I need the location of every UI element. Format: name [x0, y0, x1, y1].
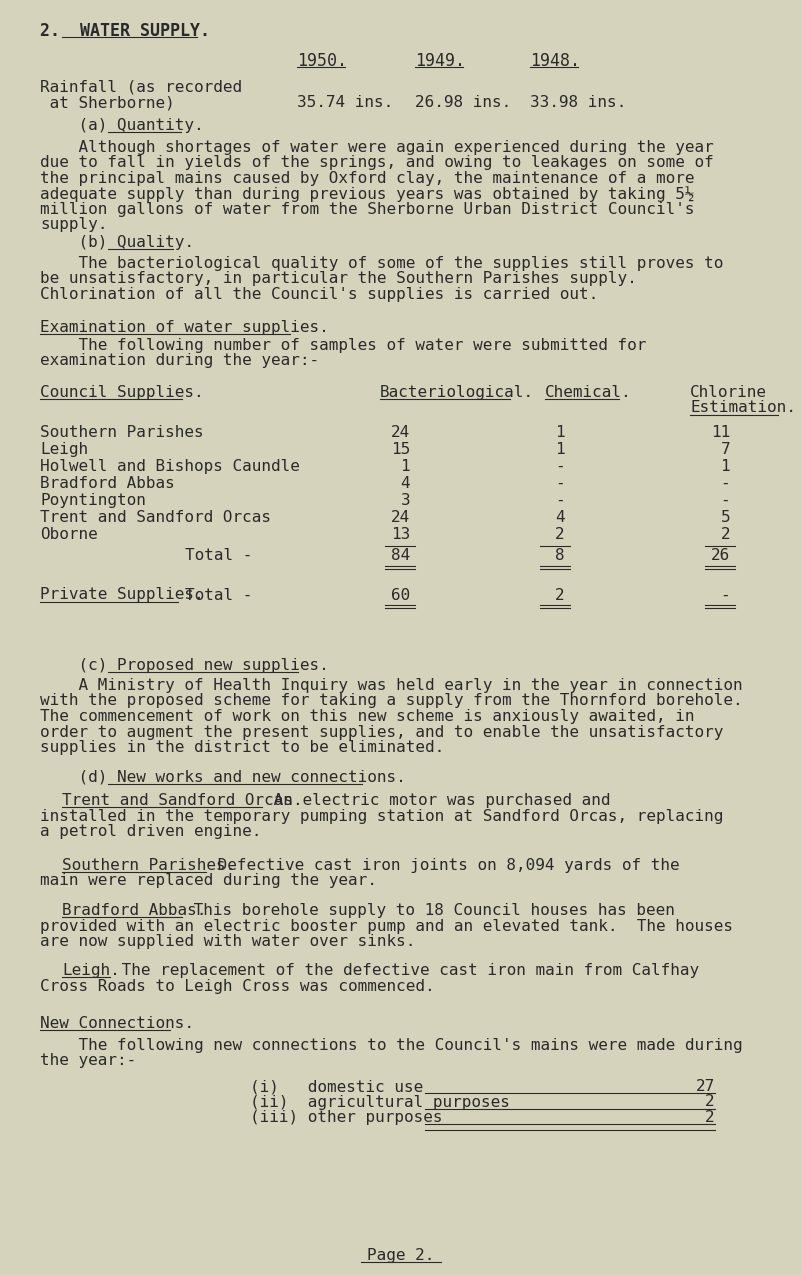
- Text: 2: 2: [720, 527, 730, 542]
- Text: 26.98 ins.: 26.98 ins.: [415, 96, 511, 110]
- Text: Council Supplies.: Council Supplies.: [40, 385, 203, 400]
- Text: 24: 24: [391, 510, 410, 525]
- Text: Chlorination of all the Council's supplies is carried out.: Chlorination of all the Council's suppli…: [40, 287, 598, 302]
- Text: examination during the year:-: examination during the year:-: [40, 353, 319, 368]
- Text: 3: 3: [400, 493, 410, 507]
- Text: 1: 1: [555, 425, 565, 440]
- Text: are now supplied with water over sinks.: are now supplied with water over sinks.: [40, 935, 416, 949]
- Text: Bacteriological.: Bacteriological.: [380, 385, 534, 400]
- Text: main were replaced during the year.: main were replaced during the year.: [40, 873, 377, 889]
- Text: Page 2.: Page 2.: [367, 1248, 434, 1264]
- Text: 26: 26: [710, 548, 730, 564]
- Text: a petrol driven engine.: a petrol driven engine.: [40, 824, 261, 839]
- Text: with the proposed scheme for taking a supply from the Thornford borehole.: with the proposed scheme for taking a su…: [40, 694, 743, 709]
- Text: supplies in the district to be eliminated.: supplies in the district to be eliminate…: [40, 740, 445, 755]
- Text: (d) New works and new connections.: (d) New works and new connections.: [40, 770, 406, 785]
- Text: Private Supplies.: Private Supplies.: [40, 588, 203, 603]
- Text: 13: 13: [391, 527, 410, 542]
- Text: An electric motor was purchased and: An electric motor was purchased and: [264, 793, 610, 808]
- Text: installed in the temporary pumping station at Sandford Orcas, replacing: installed in the temporary pumping stati…: [40, 808, 723, 824]
- Text: Rainfall (as recorded: Rainfall (as recorded: [40, 79, 242, 94]
- Text: 11: 11: [710, 425, 730, 440]
- Text: due to fall in yields of the springs, and owing to leakages on some of: due to fall in yields of the springs, an…: [40, 156, 714, 171]
- Text: Cross Roads to Leigh Cross was commenced.: Cross Roads to Leigh Cross was commenced…: [40, 978, 435, 993]
- Text: Bradford Abbas: Bradford Abbas: [40, 476, 175, 491]
- Text: at Sherborne): at Sherborne): [40, 96, 175, 110]
- Text: Trent and Sandford Orcas: Trent and Sandford Orcas: [40, 510, 271, 525]
- Text: the principal mains caused by Oxford clay, the maintenance of a more: the principal mains caused by Oxford cla…: [40, 171, 694, 186]
- Text: Southern Parishes: Southern Parishes: [40, 425, 203, 440]
- Text: 1: 1: [400, 459, 410, 474]
- Text: Bradford Abbas.: Bradford Abbas.: [62, 903, 207, 918]
- Text: Estimation.: Estimation.: [690, 400, 796, 416]
- Text: This borehole supply to 18 Council houses has been: This borehole supply to 18 Council house…: [184, 903, 675, 918]
- Text: 2: 2: [706, 1111, 715, 1125]
- Text: The following new connections to the Council's mains were made during: The following new connections to the Cou…: [40, 1038, 743, 1053]
- Text: The replacement of the defective cast iron main from Calfhay: The replacement of the defective cast ir…: [112, 963, 699, 978]
- Text: The commencement of work on this new scheme is anxiously awaited, in: The commencement of work on this new sch…: [40, 709, 694, 724]
- Text: Total -: Total -: [185, 548, 252, 564]
- Text: (b) Quality.: (b) Quality.: [40, 235, 194, 250]
- Text: (iii) other purposes: (iii) other purposes: [250, 1111, 442, 1125]
- Text: (ii)  agricultural purposes: (ii) agricultural purposes: [250, 1094, 510, 1109]
- Text: Total -: Total -: [185, 588, 252, 603]
- Text: 1949.: 1949.: [415, 52, 465, 70]
- Text: Holwell and Bishops Caundle: Holwell and Bishops Caundle: [40, 459, 300, 474]
- Text: Chlorine: Chlorine: [690, 385, 767, 400]
- Text: The following number of samples of water were submitted for: The following number of samples of water…: [40, 338, 646, 353]
- Text: -: -: [555, 459, 565, 474]
- Text: 60: 60: [391, 588, 410, 603]
- Text: -: -: [720, 476, 730, 491]
- Text: 2: 2: [555, 588, 565, 603]
- Text: 2.  WATER SUPPLY.: 2. WATER SUPPLY.: [40, 22, 210, 40]
- Text: 4: 4: [555, 510, 565, 525]
- Text: 33.98 ins.: 33.98 ins.: [530, 96, 626, 110]
- Text: Oborne: Oborne: [40, 527, 98, 542]
- Text: 4: 4: [400, 476, 410, 491]
- Text: order to augment the present supplies, and to enable the unsatisfactory: order to augment the present supplies, a…: [40, 724, 723, 740]
- Text: 1: 1: [720, 459, 730, 474]
- Text: -: -: [555, 476, 565, 491]
- Text: be unsatisfactory, in particular the Southern Parishes supply.: be unsatisfactory, in particular the Sou…: [40, 272, 637, 287]
- Text: 15: 15: [391, 442, 410, 456]
- Text: Leigh.: Leigh.: [62, 963, 120, 978]
- Text: adequate supply than during previous years was obtained by taking 5½: adequate supply than during previous yea…: [40, 186, 694, 203]
- Text: supply.: supply.: [40, 218, 107, 232]
- Text: 1950.: 1950.: [297, 52, 347, 70]
- Text: 7: 7: [720, 442, 730, 456]
- Text: Leigh: Leigh: [40, 442, 88, 456]
- Text: 27: 27: [696, 1079, 715, 1094]
- Text: 1: 1: [555, 442, 565, 456]
- Text: 35.74 ins.: 35.74 ins.: [297, 96, 393, 110]
- Text: A Ministry of Health Inquiry was held early in the year in connection: A Ministry of Health Inquiry was held ea…: [40, 678, 743, 694]
- Text: (i)   domestic use: (i) domestic use: [250, 1079, 423, 1094]
- Text: 24: 24: [391, 425, 410, 440]
- Text: Southern Parishes.: Southern Parishes.: [62, 858, 235, 873]
- Text: Trent and Sandford Orcas.: Trent and Sandford Orcas.: [62, 793, 303, 808]
- Text: New Connections.: New Connections.: [40, 1016, 194, 1031]
- Text: the year:-: the year:-: [40, 1053, 136, 1068]
- Text: The bacteriological quality of some of the supplies still proves to: The bacteriological quality of some of t…: [40, 256, 723, 272]
- Text: -: -: [720, 588, 730, 603]
- Text: 84: 84: [391, 548, 410, 564]
- Text: -: -: [720, 493, 730, 507]
- Text: 5: 5: [720, 510, 730, 525]
- Text: Although shortages of water were again experienced during the year: Although shortages of water were again e…: [40, 140, 714, 156]
- Text: Defective cast iron joints on 8,094 yards of the: Defective cast iron joints on 8,094 yard…: [208, 858, 679, 873]
- Text: (c) Proposed new supplies.: (c) Proposed new supplies.: [40, 658, 328, 673]
- Text: -: -: [555, 493, 565, 507]
- Text: 2: 2: [706, 1094, 715, 1109]
- Text: Examination of water supplies.: Examination of water supplies.: [40, 320, 328, 335]
- Text: 1948.: 1948.: [530, 52, 580, 70]
- Text: million gallons of water from the Sherborne Urban District Council's: million gallons of water from the Sherbo…: [40, 201, 694, 217]
- Text: 2: 2: [555, 527, 565, 542]
- Text: (a) Quantity.: (a) Quantity.: [40, 119, 203, 133]
- Text: provided with an electric booster pump and an elevated tank.  The houses: provided with an electric booster pump a…: [40, 918, 733, 933]
- Text: 8: 8: [555, 548, 565, 564]
- Text: Chemical.: Chemical.: [545, 385, 632, 400]
- Text: Poyntington: Poyntington: [40, 493, 146, 507]
